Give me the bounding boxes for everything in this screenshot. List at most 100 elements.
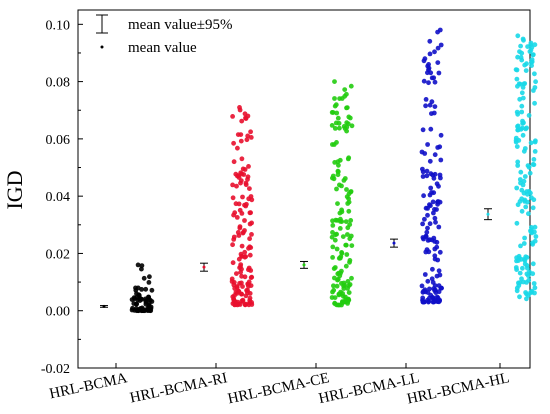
data-point <box>424 168 430 174</box>
data-point <box>432 104 438 109</box>
data-point <box>423 97 429 102</box>
data-point <box>246 284 251 289</box>
legend-label-errorbar: mean value±95% <box>128 17 232 33</box>
data-point <box>249 232 254 237</box>
data-point <box>332 79 337 84</box>
data-point <box>432 253 438 259</box>
data-point <box>234 271 239 276</box>
data-point <box>430 199 436 205</box>
data-point <box>515 83 520 89</box>
data-point <box>245 290 250 296</box>
data-point <box>340 299 345 305</box>
data-point <box>234 301 239 307</box>
data-point <box>341 178 347 183</box>
data-point <box>330 244 336 250</box>
data-point <box>522 81 528 86</box>
data-point <box>518 169 524 175</box>
data-point <box>531 281 537 286</box>
data-point <box>433 219 438 225</box>
data-point <box>334 283 340 289</box>
data-point <box>335 201 340 207</box>
data-point <box>532 85 538 90</box>
data-point <box>346 290 352 295</box>
data-point <box>532 224 538 230</box>
data-point <box>149 287 155 293</box>
data-point <box>431 75 437 81</box>
data-point <box>532 149 538 154</box>
data-point <box>419 283 425 289</box>
data-point <box>238 251 244 257</box>
data-point <box>436 70 442 76</box>
data-point <box>431 210 436 216</box>
data-point <box>346 283 352 289</box>
data-point <box>427 221 433 227</box>
data-point <box>233 171 239 177</box>
data-point <box>230 242 236 248</box>
data-point <box>421 58 427 64</box>
data-point <box>344 252 350 257</box>
data-point <box>518 43 523 49</box>
y-tick-label: 0.08 <box>46 76 71 91</box>
data-point <box>429 276 435 282</box>
data-point <box>431 110 437 116</box>
data-point <box>335 277 340 283</box>
y-tick-label: 0.02 <box>46 247 71 262</box>
data-point <box>426 65 432 71</box>
data-point <box>436 268 442 274</box>
data-point <box>527 170 533 176</box>
data-point <box>336 255 342 261</box>
data-point <box>516 255 522 261</box>
data-point <box>347 236 353 242</box>
data-point <box>332 237 338 243</box>
data-point <box>231 159 237 165</box>
data-point <box>238 180 243 186</box>
data-point <box>343 219 349 225</box>
data-point <box>230 182 236 188</box>
data-point <box>344 128 349 134</box>
mean-dot <box>302 263 306 267</box>
data-point <box>421 193 426 199</box>
data-point <box>432 283 438 288</box>
data-point <box>344 91 349 97</box>
data-point <box>519 103 525 109</box>
data-point <box>518 243 523 249</box>
data-point <box>438 132 444 138</box>
data-point <box>236 175 242 180</box>
data-point <box>337 125 342 131</box>
data-point <box>514 144 520 150</box>
data-point <box>143 298 149 304</box>
data-point <box>345 299 351 304</box>
data-point <box>133 301 139 307</box>
data-point <box>515 127 521 133</box>
data-point <box>424 229 430 235</box>
data-point <box>247 252 253 258</box>
data-point <box>522 261 528 267</box>
data-point <box>240 166 246 172</box>
data-point <box>135 262 141 268</box>
data-point <box>242 249 248 255</box>
data-point <box>348 83 354 89</box>
data-point <box>421 78 427 84</box>
mean-dot <box>202 265 206 269</box>
data-point <box>247 295 253 301</box>
data-point <box>517 96 523 102</box>
data-point <box>529 63 534 68</box>
data-point <box>432 207 437 212</box>
data-point <box>243 180 249 186</box>
data-point <box>428 70 434 76</box>
data-point <box>526 277 532 283</box>
data-point <box>246 164 251 169</box>
data-point <box>519 109 525 115</box>
data-point <box>344 105 350 110</box>
data-point <box>343 263 349 269</box>
data-point <box>434 273 440 279</box>
data-point <box>248 275 254 280</box>
data-point <box>436 183 441 189</box>
data-point <box>139 287 145 292</box>
data-point <box>230 195 236 201</box>
data-point <box>436 299 442 305</box>
data-point <box>528 140 534 146</box>
data-point <box>428 126 434 132</box>
data-point <box>514 109 520 115</box>
